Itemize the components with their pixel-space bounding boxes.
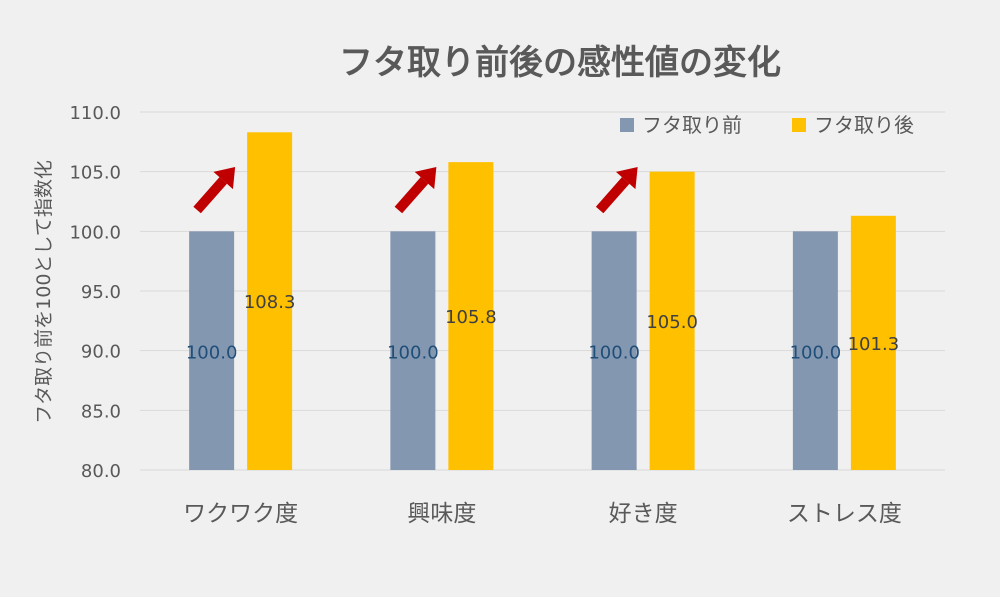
x-tick-label: 好き度: [609, 501, 678, 527]
up-arrow-icon: [595, 167, 638, 214]
x-tick-label: ストレス度: [787, 501, 902, 527]
data-label: 100.0: [588, 343, 640, 364]
arrow-head: [414, 167, 437, 190]
arrow-shaft: [595, 177, 630, 214]
up-arrow-icon: [394, 167, 437, 214]
bar-before: [390, 231, 436, 470]
bar-after: [448, 162, 494, 470]
legend: フタ取り前 フタ取り後: [620, 113, 914, 137]
x-axis-ticks: ワクワク度 興味度 好き度 ストレス度: [183, 501, 902, 527]
data-label: 100.0: [387, 343, 439, 364]
y-tick-label: 80.0: [81, 461, 121, 482]
chart-title: フタ取り前後の感性値の変化: [339, 43, 781, 83]
bar-after: [247, 132, 293, 470]
legend-label: フタ取り前: [642, 113, 742, 137]
arrow-head: [213, 167, 236, 190]
y-axis-title: フタ取り前を100として指数化: [33, 160, 55, 424]
annotation-arrows: [193, 167, 638, 214]
x-tick-label: 興味度: [407, 501, 476, 527]
data-label: 100.0: [790, 343, 842, 364]
arrow-shaft: [193, 177, 227, 214]
data-label: 105.8: [445, 307, 497, 328]
bar-before: [189, 231, 235, 470]
data-label: 105.0: [646, 312, 698, 333]
y-tick-label: 90.0: [81, 342, 121, 363]
y-axis-ticks: 80.0 85.0 90.0 95.0 100.0 105.0 110.0: [69, 103, 121, 482]
x-tick-label: ワクワク度: [183, 501, 298, 527]
data-labels: 100.0 108.3 100.0 105.8 100.0 105.0 100.0 101.3: [186, 292, 899, 364]
y-tick-label: 95.0: [81, 282, 121, 303]
bar-before: [591, 231, 637, 470]
data-label: 101.3: [848, 334, 900, 355]
bar-before: [792, 231, 838, 470]
bars: [189, 132, 896, 470]
y-tick-label: 105.0: [69, 163, 121, 184]
data-label: 100.0: [186, 343, 238, 364]
y-tick-label: 110.0: [69, 103, 121, 124]
legend-label: フタ取り後: [814, 113, 914, 137]
bar-after: [649, 171, 695, 470]
y-tick-label: 85.0: [81, 401, 121, 422]
bar-after: [850, 215, 896, 470]
y-tick-label: 100.0: [69, 222, 121, 243]
arrow-head: [615, 167, 638, 190]
legend-swatch: [792, 118, 806, 132]
up-arrow-icon: [193, 167, 236, 214]
legend-swatch: [620, 118, 634, 132]
arrow-shaft: [394, 177, 429, 214]
data-label: 108.3: [244, 292, 296, 313]
